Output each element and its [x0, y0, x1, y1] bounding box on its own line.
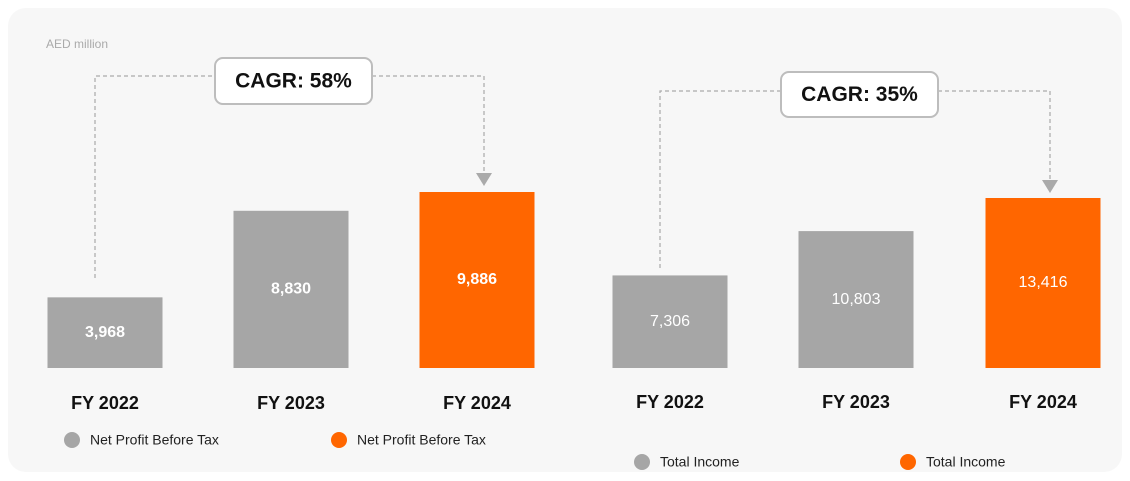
bar [798, 231, 914, 368]
category-label: FY 2023 [822, 392, 890, 412]
bar [233, 210, 349, 368]
bar [47, 297, 163, 368]
value-label: 9,886 [457, 271, 497, 288]
legend-swatch [900, 454, 916, 470]
arrow-head [1042, 180, 1058, 193]
panel [8, 8, 1122, 472]
legend-label: Net Profit Before Tax [90, 432, 219, 448]
bar [612, 275, 728, 368]
category-label: FY 2023 [257, 393, 325, 413]
category-label: FY 2022 [71, 393, 139, 413]
legend-swatch [64, 432, 80, 448]
value-label: 3,968 [85, 324, 125, 341]
legend-swatch [634, 454, 650, 470]
legend-swatch [331, 432, 347, 448]
legend-label: Total Income [926, 454, 1006, 470]
annotation-box [780, 71, 939, 118]
annotation-box [214, 57, 373, 105]
legend-label: Total Income [660, 454, 740, 470]
category-label: FY 2024 [443, 393, 511, 413]
legend-label: Net Profit Before Tax [357, 432, 486, 448]
value-label: 7,306 [650, 313, 690, 330]
value-label: 13,416 [1019, 274, 1068, 291]
annotation: CAGR: 58% [235, 70, 352, 93]
bar [985, 198, 1101, 368]
unit-label: AED million [46, 37, 108, 51]
value-label: 8,830 [271, 281, 311, 298]
arrow-head [476, 173, 492, 186]
connector [94, 75, 485, 278]
bar [419, 192, 535, 368]
category-label: FY 2024 [1009, 392, 1077, 412]
category-label: FY 2022 [636, 392, 704, 412]
annotation: CAGR: 35% [801, 83, 918, 106]
value-label: 10,803 [832, 291, 881, 308]
connector [659, 90, 1051, 268]
